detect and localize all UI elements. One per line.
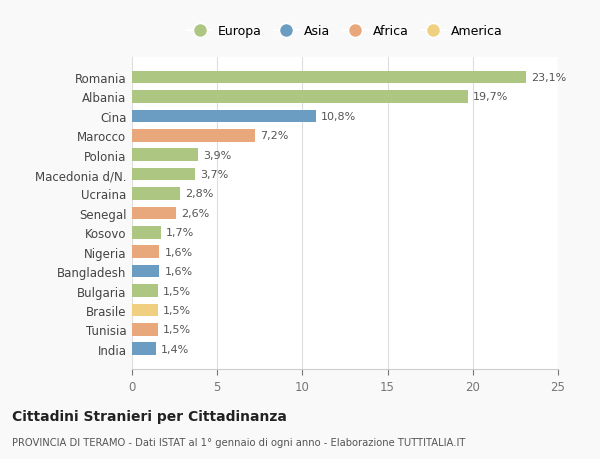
Bar	[132, 91, 467, 104]
Bar	[132, 149, 199, 162]
Text: 2,8%: 2,8%	[185, 189, 213, 199]
Text: 1,5%: 1,5%	[163, 305, 191, 315]
Text: 23,1%: 23,1%	[531, 73, 566, 83]
Bar	[132, 188, 180, 201]
Bar	[132, 343, 156, 355]
Text: 19,7%: 19,7%	[473, 92, 508, 102]
Bar	[132, 168, 195, 181]
Text: 3,7%: 3,7%	[200, 170, 229, 179]
Legend: Europa, Asia, Africa, America: Europa, Asia, Africa, America	[182, 20, 508, 43]
Text: 3,9%: 3,9%	[203, 151, 232, 160]
Bar	[132, 246, 159, 258]
Bar	[132, 207, 176, 220]
Text: 1,7%: 1,7%	[166, 228, 194, 238]
Text: 1,5%: 1,5%	[163, 286, 191, 296]
Text: 10,8%: 10,8%	[321, 112, 356, 122]
Bar	[132, 304, 158, 317]
Bar	[132, 110, 316, 123]
Text: 1,4%: 1,4%	[161, 344, 189, 354]
Bar	[132, 226, 161, 239]
Text: 1,6%: 1,6%	[164, 247, 193, 257]
Bar	[132, 265, 159, 278]
Text: PROVINCIA DI TERAMO - Dati ISTAT al 1° gennaio di ogni anno - Elaborazione TUTTI: PROVINCIA DI TERAMO - Dati ISTAT al 1° g…	[12, 437, 466, 447]
Text: 7,2%: 7,2%	[260, 131, 288, 141]
Bar	[132, 285, 158, 297]
Text: Cittadini Stranieri per Cittadinanza: Cittadini Stranieri per Cittadinanza	[12, 409, 287, 423]
Bar	[132, 323, 158, 336]
Text: 1,6%: 1,6%	[164, 267, 193, 276]
Text: 2,6%: 2,6%	[181, 208, 209, 218]
Bar	[132, 72, 526, 84]
Bar	[132, 129, 254, 142]
Text: 1,5%: 1,5%	[163, 325, 191, 335]
